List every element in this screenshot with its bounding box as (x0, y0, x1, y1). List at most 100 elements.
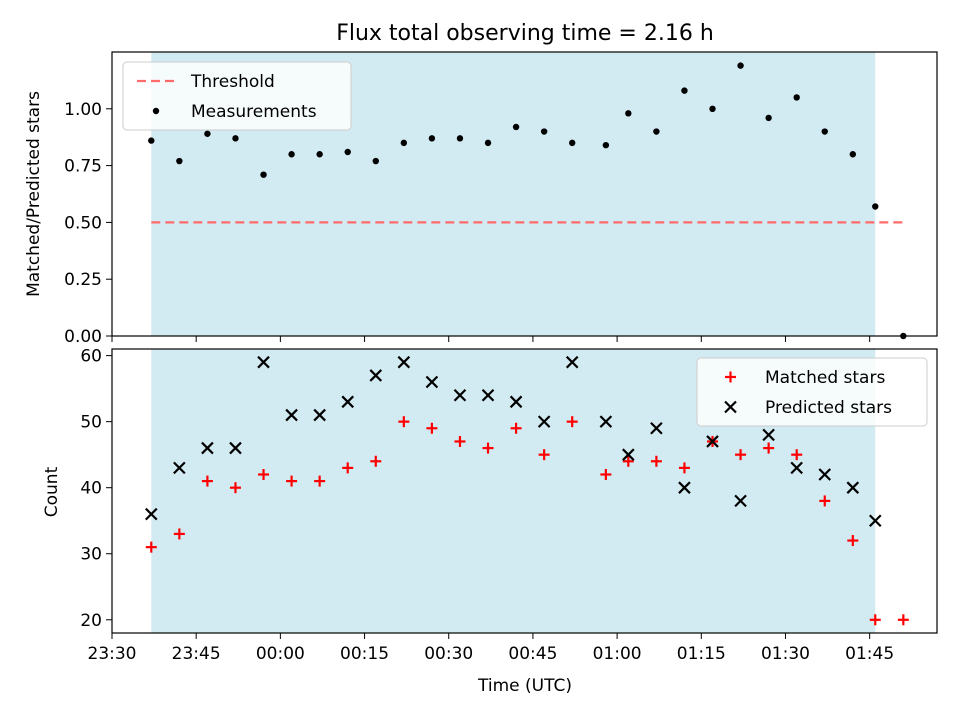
predicted-stars-marker (762, 428, 775, 442)
measurement-point (821, 128, 828, 135)
matched-stars-marker (398, 416, 410, 428)
x-tick-label: 23:45 (172, 644, 221, 664)
measurement-point (316, 151, 323, 158)
x-tick-label: 00:45 (508, 644, 557, 664)
predicted-stars-marker-b (453, 388, 467, 402)
y-tick-label: 0.00 (64, 327, 102, 347)
measurement-point (737, 62, 744, 69)
measurement-point (872, 203, 879, 210)
measurement-point (148, 137, 155, 144)
measurement-point (400, 139, 408, 147)
predicted-stars-marker-b (846, 481, 860, 494)
predicted-stars-marker (145, 507, 158, 521)
top-ylabel: Matched/Predicted stars (24, 91, 44, 297)
measurement-point (344, 148, 351, 156)
matched-stars-marker (847, 535, 859, 547)
predicted-stars-marker-b (678, 481, 691, 494)
measurement-point (765, 114, 772, 122)
matched-stars-marker (869, 614, 881, 626)
predicted-stars-marker (846, 481, 860, 494)
x-tick-label: 01:30 (761, 644, 810, 664)
figure-title: Flux total observing time = 2.16 h (336, 21, 714, 46)
predicted-stars-marker-b (790, 461, 803, 475)
matched-stars-marker (650, 455, 662, 467)
measurement-point (625, 110, 632, 117)
predicted-stars-marker-b (537, 415, 551, 428)
x-tick-label: 01:45 (845, 644, 894, 664)
legend-label: Measurements (191, 102, 317, 122)
measurement-point (456, 135, 464, 142)
matched-stars-marker (763, 442, 775, 454)
y-tick-label: 40 (80, 479, 102, 499)
legend: Threshold Measurements (122, 61, 352, 131)
predicted-stars-marker (622, 448, 635, 461)
axes-frame (111, 51, 938, 337)
matched-stars-marker (229, 482, 241, 494)
legend-label: Matched stars (765, 368, 885, 388)
matched-stars-marker (538, 449, 550, 461)
predicted-stars-marker (257, 355, 270, 369)
measurement-point (512, 123, 520, 131)
predicted-stars-marker-b (734, 494, 747, 508)
predicted-stars-marker (397, 355, 411, 369)
y-tick-label: 30 (80, 545, 102, 565)
x-tick-label: 00:00 (256, 644, 305, 664)
measurement-point (569, 139, 576, 147)
x-tick-label: 00:30 (424, 644, 473, 664)
predicted-stars-marker-b (145, 507, 158, 521)
predicted-stars-marker-b (425, 375, 439, 389)
x-tick-label: 00:15 (340, 644, 389, 664)
matched-stars-marker (678, 462, 690, 474)
predicted-stars-marker-b (650, 421, 663, 435)
matched-stars-marker (258, 468, 270, 480)
measurement-point (428, 135, 436, 142)
predicted-stars-marker-b (509, 395, 523, 409)
predicted-stars-marker (565, 355, 579, 369)
predicted-stars-marker-b (229, 441, 242, 455)
predicted-stars-marker (229, 441, 242, 455)
predicted-stars-marker-b (481, 388, 495, 402)
predicted-stars-marker-b (257, 355, 270, 369)
measurement-point (653, 128, 660, 135)
measurement-point (681, 87, 688, 94)
axes-frame (111, 348, 938, 634)
measurement-point (849, 151, 857, 158)
predicted-stars-marker (481, 388, 495, 402)
predicted-stars-marker (425, 375, 439, 389)
predicted-stars-marker-b (599, 415, 613, 428)
predicted-stars-marker-b (762, 428, 775, 442)
x-tick-label: 01:15 (677, 644, 726, 664)
measurement-point (260, 171, 267, 178)
legend-box (696, 357, 928, 427)
predicted-stars-marker (453, 388, 467, 402)
measurement-point (709, 105, 716, 113)
predicted-stars-marker (369, 369, 383, 382)
predicted-stars-marker (790, 461, 803, 475)
predicted-stars-marker-b (397, 355, 411, 369)
legend-matched-key (725, 371, 736, 383)
predicted-stars-marker (537, 415, 551, 428)
measurement-point (232, 135, 239, 142)
matched-stars-marker (622, 455, 634, 467)
predicted-stars-marker-b (173, 461, 186, 475)
predicted-stars-marker (341, 395, 354, 409)
predicted-stars-marker (650, 421, 663, 435)
predicted-stars-marker (734, 494, 747, 508)
y-tick-label: 0.25 (64, 270, 102, 290)
predicted-stars-marker-b (341, 395, 354, 409)
legend-predicted-key (724, 400, 737, 414)
matched-stars-marker (819, 495, 831, 507)
matched-stars-marker (600, 468, 612, 480)
matched-stars-marker (370, 455, 382, 467)
predicted-stars-marker (706, 435, 719, 448)
predicted-stars-marker-b (369, 369, 383, 382)
measurement-point (204, 130, 211, 137)
measurement-point (372, 157, 379, 165)
matched-stars-marker (897, 614, 909, 626)
legend: Matched stars Predicted stars (696, 357, 928, 427)
predicted-stars-marker (173, 461, 186, 475)
x-axis-label: Time (UTC) (477, 676, 572, 696)
matched-stars-marker (791, 449, 803, 461)
predicted-stars-marker-b (868, 514, 882, 527)
matched-stars-marker (173, 528, 185, 540)
